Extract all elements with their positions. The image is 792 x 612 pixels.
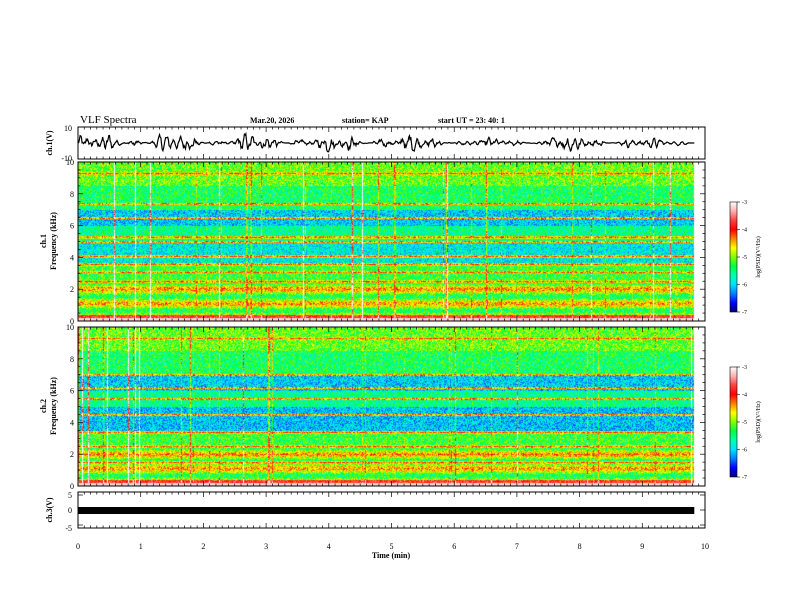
ch2-spectrogram-ytick-label: 8 bbox=[70, 355, 74, 364]
ch2-colorbar-tick-label: -7 bbox=[742, 475, 747, 481]
ch2-colorbar: -3 -4 -5 -6 -7 log(PSD)(V²/Hz) bbox=[729, 365, 762, 481]
ch2-spectrogram-ytick-label: 4 bbox=[70, 418, 74, 427]
ch2-spectrogram-ytick-label: 2 bbox=[70, 450, 74, 459]
ch2-frequency-label: Frequency (kHz) bbox=[49, 377, 58, 435]
time-axis-tick-label: 5 bbox=[390, 542, 394, 551]
ch1-frequency-label: Frequency (kHz) bbox=[49, 212, 58, 270]
ch2-spectrogram-image bbox=[78, 327, 705, 486]
header-station: station= KAP bbox=[342, 116, 389, 125]
ch1-colorbar-label: log(PSD)(V²/Hz) bbox=[755, 236, 762, 277]
ch1-colorbar-tick-label: -6 bbox=[742, 283, 747, 289]
ch2-colorbar-tick-label: -3 bbox=[742, 365, 747, 371]
time-axis-tick-label: 4 bbox=[327, 542, 331, 551]
ch1-waveform-panel: 10 -10 ch.1(V) bbox=[45, 124, 706, 163]
ch1-colorbar-tick-label: -5 bbox=[742, 255, 747, 261]
header-start-time: start UT = 23: 40: 1 bbox=[438, 116, 505, 125]
ch1-spectrogram-ytick-label: 6 bbox=[70, 222, 74, 231]
ch1-colorbar: -3 -4 -5 -6 -7 log(PSD)(V²/Hz) bbox=[729, 200, 762, 316]
time-axis-tick-label: 7 bbox=[515, 542, 519, 551]
ch1-spectrogram-panel: 0 2 4 6 8 10 ch.1 Frequency (kHz) bbox=[39, 158, 706, 326]
ch2-colorbar-tick-label: -6 bbox=[742, 448, 747, 454]
time-axis-tick-label: 1 bbox=[139, 542, 143, 551]
ch2-spectrogram-panel: 0 2 4 6 8 10 ch.2 Frequency (kHz) bbox=[39, 323, 706, 491]
header-date: Mar.20, 2026 bbox=[250, 116, 294, 125]
ch1-ytick-bottom: -10 bbox=[61, 154, 72, 163]
time-axis-label: Time (min) bbox=[372, 551, 411, 560]
time-axis-tick-label: 8 bbox=[578, 542, 582, 551]
ch2-spectrogram-ytick-label: 0 bbox=[70, 482, 74, 491]
time-axis-tick-label: 3 bbox=[264, 542, 268, 551]
ch1-spectrogram-ytick-label: 2 bbox=[70, 285, 74, 294]
chart-title: VLF Spectra bbox=[80, 114, 137, 126]
ch3-level-line bbox=[78, 507, 695, 514]
time-axis-tick-label: 10 bbox=[701, 542, 709, 551]
ch1-ytick-top: 10 bbox=[64, 124, 72, 133]
ch1-spectrogram-ytick-label: 8 bbox=[70, 190, 74, 199]
ch2-colorbar-tick-label: -5 bbox=[742, 420, 747, 426]
ch2-channel-label: ch.2 bbox=[39, 399, 48, 413]
ch3-level-panel: 5 0 -5 ch.3(V) bbox=[45, 491, 706, 533]
ch1-colorbar-gradient bbox=[729, 201, 738, 313]
ch2-spectrogram-ytick-label: 10 bbox=[66, 323, 74, 332]
time-axis-tick-label: 9 bbox=[640, 542, 644, 551]
time-axis-tick-label: 6 bbox=[452, 542, 456, 551]
ch1-spectrogram-ytick-label: 10 bbox=[66, 158, 74, 167]
ch3-ytick-bottom: -5 bbox=[65, 524, 72, 533]
time-axis-tick-label: 0 bbox=[76, 542, 80, 551]
time-axis: 0 1 2 3 4 5 6 7 8 9 10 Time (min) bbox=[76, 542, 709, 560]
ch2-colorbar-gradient bbox=[729, 366, 738, 478]
time-axis-tick-label: 2 bbox=[201, 542, 205, 551]
ch1-colorbar-tick-label: -4 bbox=[742, 228, 747, 234]
ch3-ylabel: ch.3(V) bbox=[45, 497, 54, 522]
ch2-colorbar-label: log(PSD)(V²/Hz) bbox=[755, 401, 762, 442]
ch1-spectrogram-ytick-label: 4 bbox=[70, 253, 74, 262]
ch1-spectrogram-ytick-label: 0 bbox=[70, 317, 74, 326]
ch3-ytick-mid: 0 bbox=[68, 506, 72, 515]
ch1-colorbar-tick-label: -3 bbox=[742, 200, 747, 206]
ch2-spectrogram-ytick-label: 6 bbox=[70, 387, 74, 396]
ch1-waveform-line bbox=[78, 131, 695, 153]
ch1-waveform-ylabel: ch.1(V) bbox=[45, 130, 54, 155]
ch2-colorbar-tick-label: -4 bbox=[742, 393, 747, 399]
ch3-ytick-top: 5 bbox=[68, 491, 72, 500]
ch1-spectrogram-image bbox=[78, 162, 705, 321]
ch1-colorbar-tick-label: -7 bbox=[742, 310, 747, 316]
ch1-channel-label: ch.1 bbox=[39, 234, 48, 248]
